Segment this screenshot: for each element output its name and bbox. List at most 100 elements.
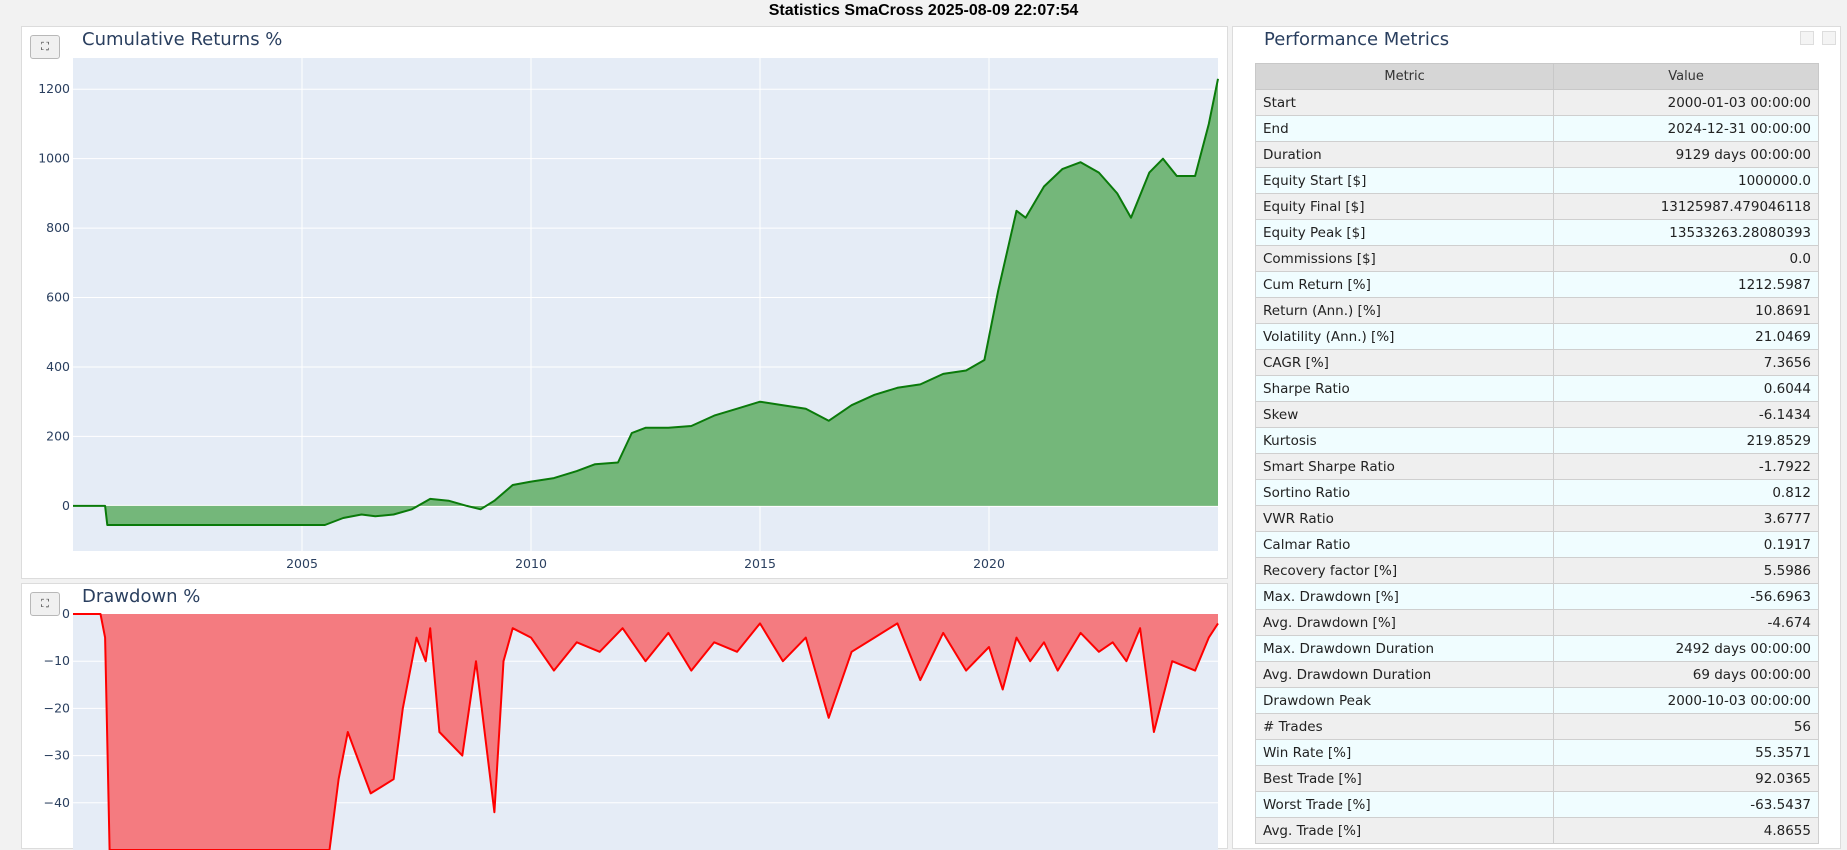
- metric-value: 92.0365: [1553, 765, 1819, 792]
- table-row: Sortino Ratio 0.812: [1254, 479, 1819, 506]
- metric-name: Max. Drawdown Duration: [1254, 635, 1555, 662]
- table-row: Return (Ann.) [%] 10.8691: [1254, 297, 1819, 324]
- metric-name: Commissions [$]: [1254, 245, 1555, 272]
- metric-name: Recovery factor [%]: [1254, 557, 1555, 584]
- metric-name: # Trades: [1254, 713, 1555, 740]
- metric-value: 13125987.479046118: [1553, 193, 1819, 220]
- table-row: Avg. Drawdown Duration 69 days 00:00:00: [1254, 661, 1819, 688]
- metric-name: Sharpe Ratio: [1254, 375, 1555, 402]
- x-tick-label: 2005: [286, 556, 318, 571]
- column-header-metric: Metric: [1254, 63, 1555, 90]
- metric-value: -4.674: [1553, 609, 1819, 636]
- metric-name: Max. Drawdown [%]: [1254, 583, 1555, 610]
- metric-value: -1.7922: [1553, 453, 1819, 480]
- metric-name: Kurtosis: [1254, 427, 1555, 454]
- cumulative-returns-panel: ⛶ Cumulative Returns % 2005 2010 2015 2020 0…: [21, 26, 1228, 579]
- metric-value: 2492 days 00:00:00: [1553, 635, 1819, 662]
- table-row: Worst Trade [%] -63.5437: [1254, 791, 1819, 818]
- metric-value: 1212.5987: [1553, 271, 1819, 298]
- y-tick-label: 200: [46, 428, 70, 443]
- table-row: Kurtosis 219.8529: [1254, 427, 1819, 454]
- metric-value: 0.812: [1553, 479, 1819, 506]
- metric-value: 10.8691: [1553, 297, 1819, 324]
- y-tick-label: −40: [44, 795, 70, 810]
- fullscreen-button[interactable]: ⛶: [30, 35, 60, 59]
- table-row: CAGR [%] 7.3656: [1254, 349, 1819, 376]
- table-row: Volatility (Ann.) [%] 21.0469: [1254, 323, 1819, 350]
- metric-name: Best Trade [%]: [1254, 765, 1555, 792]
- panel-option-icon[interactable]: [1822, 31, 1836, 45]
- table-row: Start 2000-01-03 00:00:00: [1254, 89, 1819, 116]
- returns-chart-title: Cumulative Returns %: [82, 29, 283, 50]
- y-tick-label: 400: [46, 359, 70, 374]
- metric-name: Return (Ann.) [%]: [1254, 297, 1555, 324]
- performance-metrics-panel: Performance Metrics Metric Value Start 20…: [1232, 26, 1841, 849]
- metric-name: Calmar Ratio: [1254, 531, 1555, 558]
- metric-name: Equity Final [$]: [1254, 193, 1555, 220]
- metric-name: Sortino Ratio: [1254, 479, 1555, 506]
- metric-name: Avg. Drawdown [%]: [1254, 609, 1555, 636]
- table-row: Max. Drawdown [%] -56.6963: [1254, 583, 1819, 610]
- metric-name: Duration: [1254, 141, 1555, 168]
- table-row: Equity Start [$] 1000000.0: [1254, 167, 1819, 194]
- x-tick-label: 2010: [515, 556, 547, 571]
- fullscreen-button[interactable]: ⛶: [30, 592, 60, 616]
- metric-value: 13533263.28080393: [1553, 219, 1819, 246]
- metric-value: 55.3571: [1553, 739, 1819, 766]
- metrics-table: Metric Value Start 2000-01-03 00:00:00 End…: [1254, 63, 1819, 844]
- table-row: Equity Peak [$] 13533263.28080393: [1254, 219, 1819, 246]
- table-row: Avg. Drawdown [%] -4.674: [1254, 609, 1819, 636]
- metric-value: 21.0469: [1553, 323, 1819, 350]
- metric-value: 0.6044: [1553, 375, 1819, 402]
- metric-name: Skew: [1254, 401, 1555, 428]
- metrics-title: Performance Metrics: [1264, 29, 1450, 50]
- metric-value: 7.3656: [1553, 349, 1819, 376]
- metric-name: Equity Peak [$]: [1254, 219, 1555, 246]
- series-fill: [73, 78, 1218, 526]
- metric-value: -56.6963: [1553, 583, 1819, 610]
- metric-name: CAGR [%]: [1254, 349, 1555, 376]
- panel-toolbar: [1800, 31, 1836, 45]
- table-row: Equity Final [$] 13125987.479046118: [1254, 193, 1819, 220]
- page-title: Statistics SmaCross 2025-08-09 22:07:54: [768, 2, 1079, 19]
- table-row: Skew -6.1434: [1254, 401, 1819, 428]
- metric-name: Avg. Trade [%]: [1254, 817, 1555, 844]
- x-tick-label: 2020: [973, 556, 1005, 571]
- table-row: Best Trade [%] 92.0365: [1254, 765, 1819, 792]
- table-row: Recovery factor [%] 5.5986: [1254, 557, 1819, 584]
- metric-value: 219.8529: [1553, 427, 1819, 454]
- table-row: Smart Sharpe Ratio -1.7922: [1254, 453, 1819, 480]
- metric-value: 4.8655: [1553, 817, 1819, 844]
- drawdown-chart: 0 −10 −20 −30 −40: [44, 606, 1219, 850]
- metric-value: 69 days 00:00:00: [1553, 661, 1819, 688]
- table-row: Cum Return [%] 1212.5987: [1254, 271, 1819, 298]
- table-row: End 2024-12-31 00:00:00: [1254, 115, 1819, 142]
- metric-name: Volatility (Ann.) [%]: [1254, 323, 1555, 350]
- metric-value: 2024-12-31 00:00:00: [1553, 115, 1819, 142]
- metric-name: Avg. Drawdown Duration: [1254, 661, 1555, 688]
- metric-value: 0.0: [1553, 245, 1819, 272]
- metric-value: -6.1434: [1553, 401, 1819, 428]
- table-row: Calmar Ratio 0.1917: [1254, 531, 1819, 558]
- metric-name: Worst Trade [%]: [1254, 791, 1555, 818]
- table-row: Duration 9129 days 00:00:00: [1254, 141, 1819, 168]
- metric-name: Start: [1254, 89, 1555, 116]
- metric-name: Equity Start [$]: [1254, 167, 1555, 194]
- metric-name: Drawdown Peak: [1254, 687, 1555, 714]
- metric-value: 0.1917: [1553, 531, 1819, 558]
- metric-value: 2000-01-03 00:00:00: [1553, 89, 1819, 116]
- drawdown-panel: ⛶ Drawdown % 0 −10 −20 −30 −40: [21, 583, 1228, 850]
- metric-name: Win Rate [%]: [1254, 739, 1555, 766]
- x-tick-label: 2015: [744, 556, 776, 571]
- table-row: Win Rate [%] 55.3571: [1254, 739, 1819, 766]
- y-tick-label: 1000: [38, 151, 70, 166]
- metric-value: 2000-10-03 00:00:00: [1553, 687, 1819, 714]
- metric-value: 5.5986: [1553, 557, 1819, 584]
- y-tick-label: −30: [44, 748, 70, 763]
- panel-option-icon[interactable]: [1800, 31, 1814, 45]
- y-tick-label: −20: [44, 700, 70, 715]
- series-line: [73, 613, 1219, 850]
- column-header-value: Value: [1553, 63, 1819, 90]
- table-row: VWR Ratio 3.6777: [1254, 505, 1819, 532]
- table-row: Drawdown Peak 2000-10-03 00:00:00: [1254, 687, 1819, 714]
